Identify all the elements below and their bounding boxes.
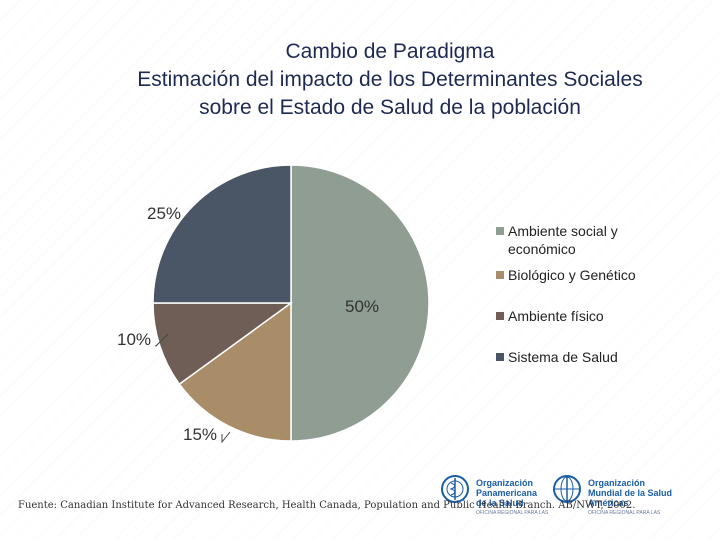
data-label-sistema-salud: 25% xyxy=(147,204,181,223)
title-line-2: Estimación del impacto de los Determinan… xyxy=(137,68,643,91)
page-title: Cambio de Paradigma Estimación del impac… xyxy=(60,38,720,122)
legend-swatch xyxy=(496,312,504,320)
legend-label: Biológico y Genético xyxy=(508,267,636,283)
legend-item-sistema: Sistema de Salud xyxy=(496,348,648,366)
legend-swatch xyxy=(496,353,504,361)
paho-name-line2: Panamericana xyxy=(476,488,538,498)
legend-item-biologico: Biológico y Genético xyxy=(496,266,648,284)
legend-swatch xyxy=(496,227,504,235)
paho-name-line1: Organización xyxy=(476,478,534,488)
paho-subtitle: OFICINA REGIONAL PARA LAS xyxy=(476,510,549,516)
slice-biologico xyxy=(178,301,292,442)
legend-item-social: Ambiente social y económico xyxy=(496,222,648,258)
who-name-line3: Américas xyxy=(588,498,629,508)
who-emblem-icon xyxy=(553,475,581,503)
leader-line xyxy=(155,333,169,348)
logos: Organización Panamericana de la Salud OF… xyxy=(440,470,680,520)
legend-label: Ambiente físico xyxy=(508,308,604,324)
data-label-ambiente-social: 50% xyxy=(345,297,379,316)
who-name-line2: Mundial de la Salud xyxy=(588,488,673,498)
title-line-3: sobre el Estado de Salud de la población xyxy=(199,96,581,119)
paho-name-line3: de la Salud xyxy=(476,498,524,508)
legend-label: Sistema de Salud xyxy=(508,349,618,365)
data-label-ambiente-fisico: 10% xyxy=(117,330,151,349)
slice-sistema-salud xyxy=(152,164,292,304)
paho-emblem-icon xyxy=(441,475,469,503)
who-subtitle: OFICINA REGIONAL PARA LAS xyxy=(588,510,661,516)
leader-line xyxy=(221,431,231,444)
slice-ambiente-social xyxy=(290,164,430,442)
title-line-1: Cambio de Paradigma xyxy=(285,40,495,63)
legend-label: Ambiente social y económico xyxy=(508,223,618,257)
legend-swatch xyxy=(496,271,504,279)
data-label-biologico: 15% xyxy=(183,425,217,444)
who-name-line1: Organización xyxy=(588,478,646,488)
legend-item-fisico: Ambiente físico xyxy=(496,307,648,325)
source-note: Fuente: Canadian Institute for Advanced … xyxy=(18,500,636,511)
slice-ambiente-fisico xyxy=(152,302,294,386)
